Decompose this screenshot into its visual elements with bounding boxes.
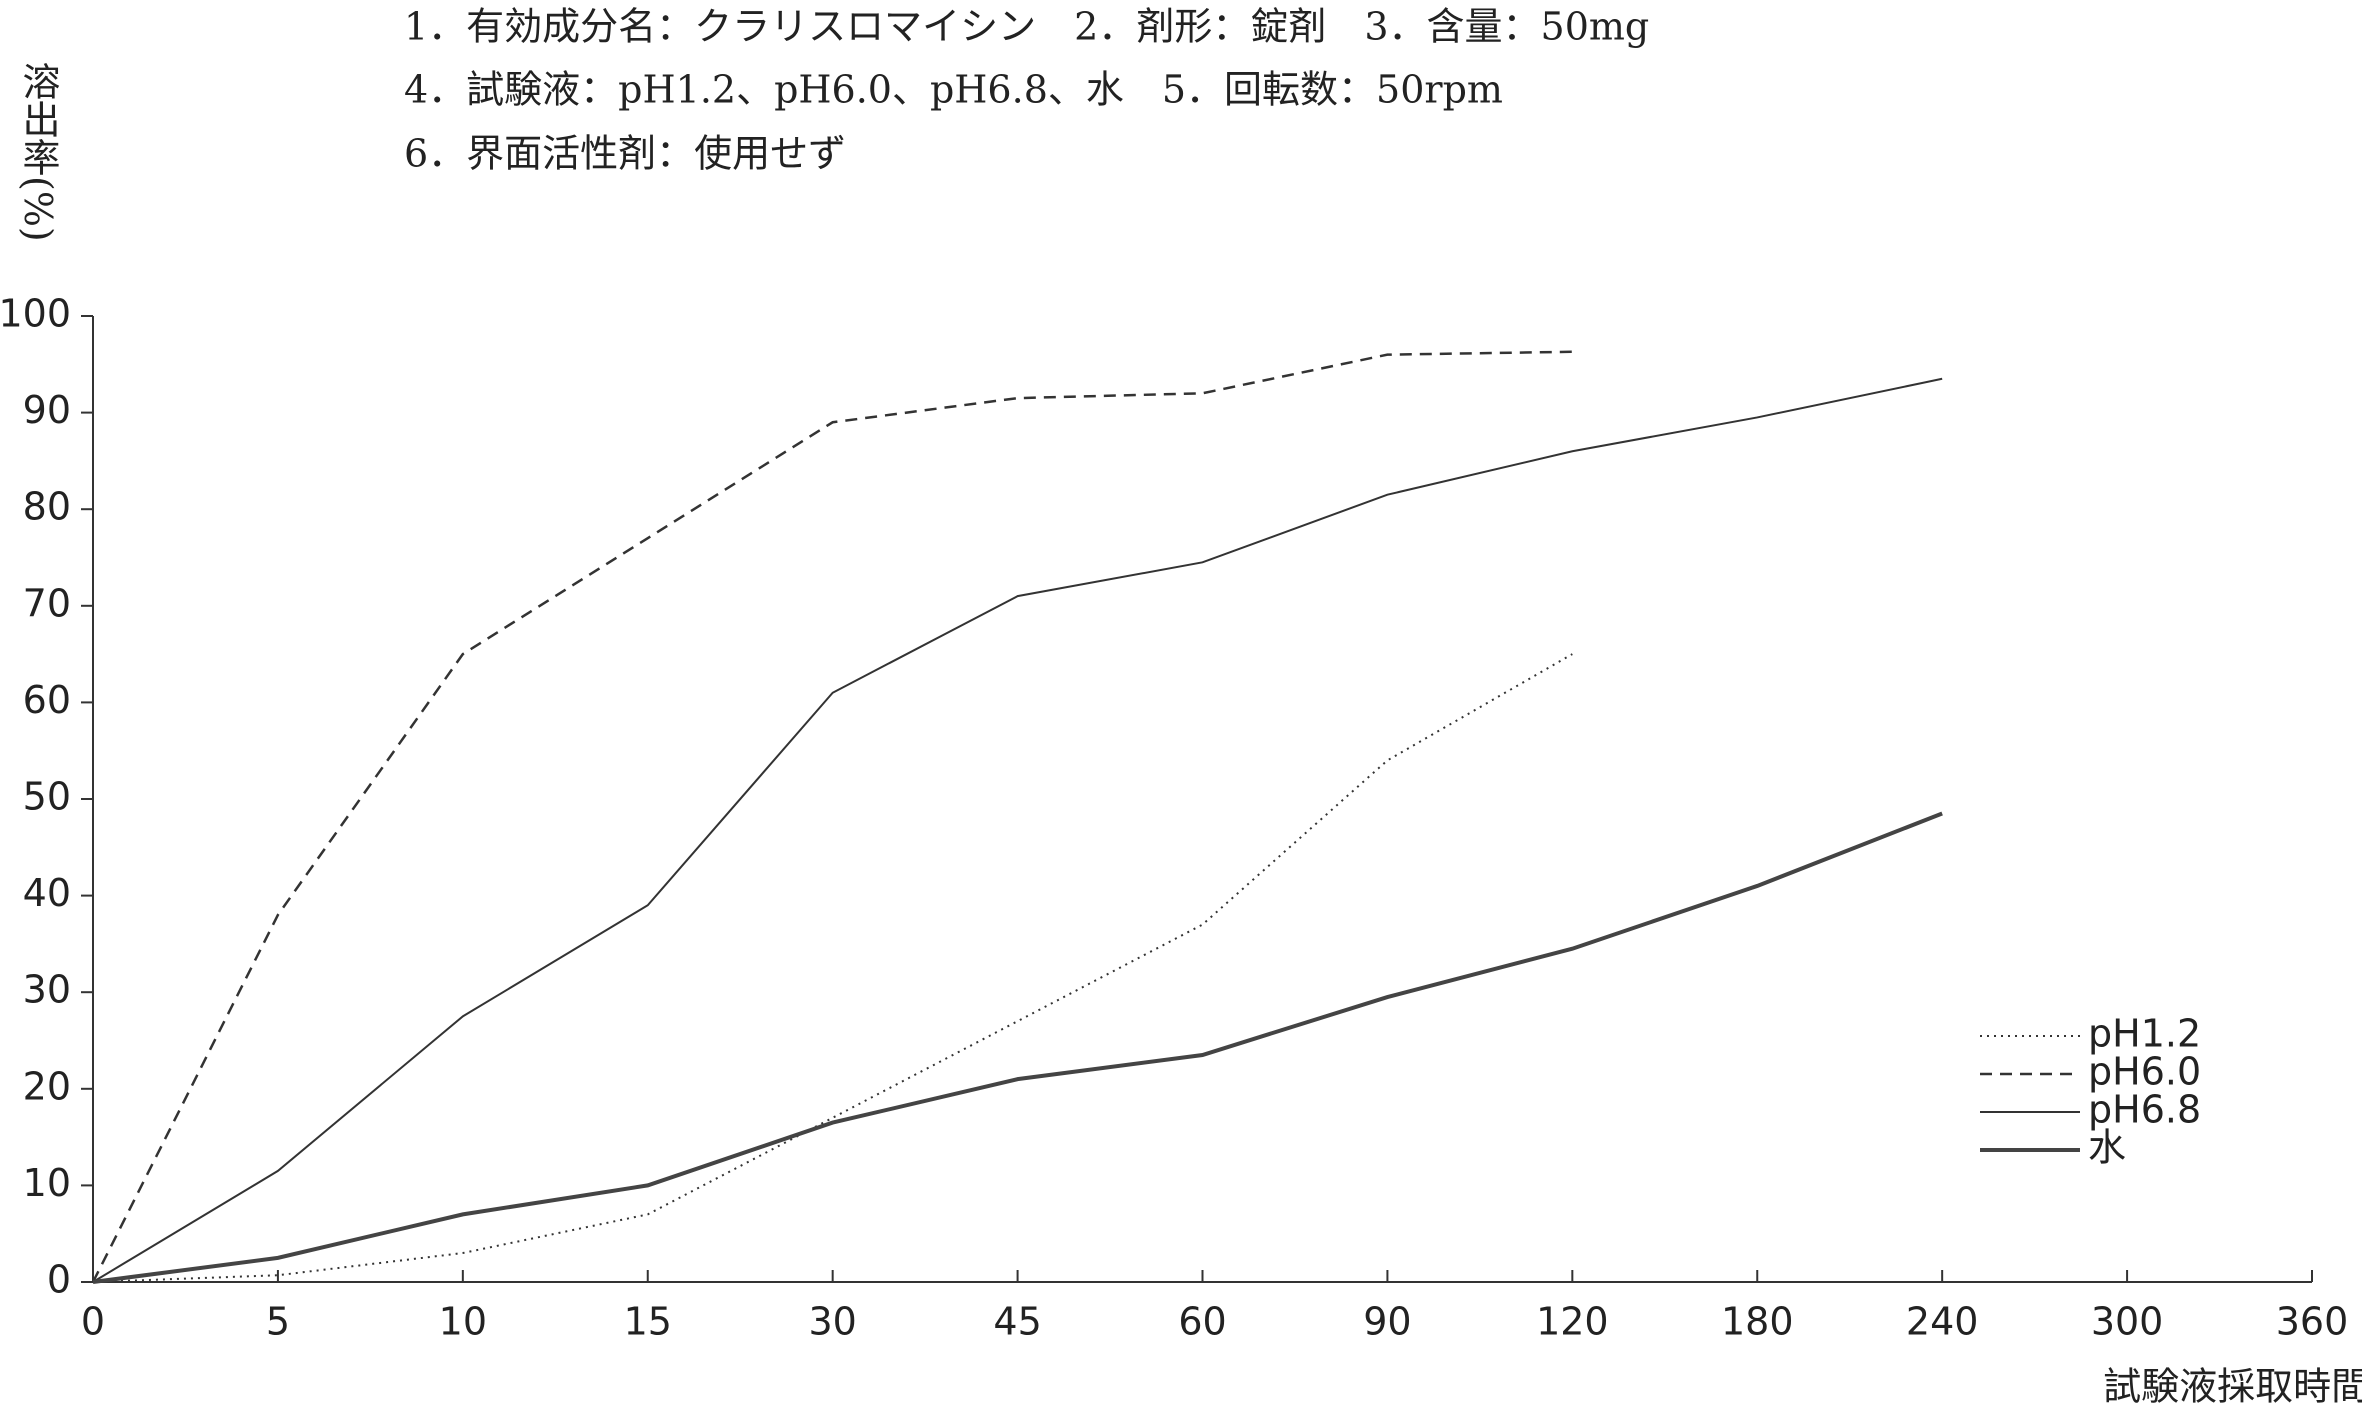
x-tick-label: 0 <box>81 1300 105 1344</box>
y-tick-label: 70 <box>23 581 71 625</box>
legend-label: 水 <box>2088 1126 2126 1170</box>
x-tick-label: 240 <box>1906 1300 1979 1344</box>
series-line <box>92 653 1573 1283</box>
x-tick-label: 60 <box>1178 1300 1226 1344</box>
y-tick-label: 30 <box>23 968 71 1012</box>
series-line <box>92 811 1943 1284</box>
y-tick-label: 60 <box>23 678 71 722</box>
x-tick-label: 180 <box>1721 1300 1794 1344</box>
title-line: 4．試験液：pH1.2、pH6.0、pH6.8、水 5．回転数：50rpm <box>404 68 1503 112</box>
x-tick-label: 45 <box>993 1300 1041 1344</box>
x-tick-label: 300 <box>2091 1300 2164 1344</box>
legend-label: pH6.8 <box>2088 1088 2201 1132</box>
y-tick-label: 80 <box>23 485 71 529</box>
x-tick-label: 120 <box>1536 1300 1609 1344</box>
x-tick-label: 5 <box>266 1300 290 1344</box>
y-tick-label: 100 <box>0 292 71 336</box>
x-tick-label: 90 <box>1363 1300 1411 1344</box>
legend-label: pH6.0 <box>2088 1050 2201 1094</box>
legend-label: pH1.2 <box>2088 1012 2201 1056</box>
title-line: 1．有効成分名：クラリスロマイシン 2．剤形：錠剤 3．含量：50mg <box>404 5 1649 49</box>
x-tick-label: 360 <box>2276 1300 2349 1344</box>
x-tick-label: 30 <box>808 1300 856 1344</box>
series-line <box>92 377 1943 1283</box>
title-line: 6．界面活性剤：使用せず <box>404 132 846 176</box>
y-tick-label: 50 <box>23 775 71 819</box>
x-axis-label: 試験液採取時間(分) <box>2103 1365 2362 1409</box>
x-tick-label: 15 <box>624 1300 672 1344</box>
y-tick-label: 20 <box>23 1064 71 1108</box>
y-tick-label: 0 <box>47 1258 71 1302</box>
y-axis-label: 溶出率(%) <box>16 62 60 242</box>
series-line <box>91 350 1573 1283</box>
y-tick-label: 40 <box>23 871 71 915</box>
y-tick-label: 90 <box>23 388 71 432</box>
x-tick-label: 10 <box>439 1300 487 1344</box>
y-tick-label: 10 <box>23 1161 71 1205</box>
